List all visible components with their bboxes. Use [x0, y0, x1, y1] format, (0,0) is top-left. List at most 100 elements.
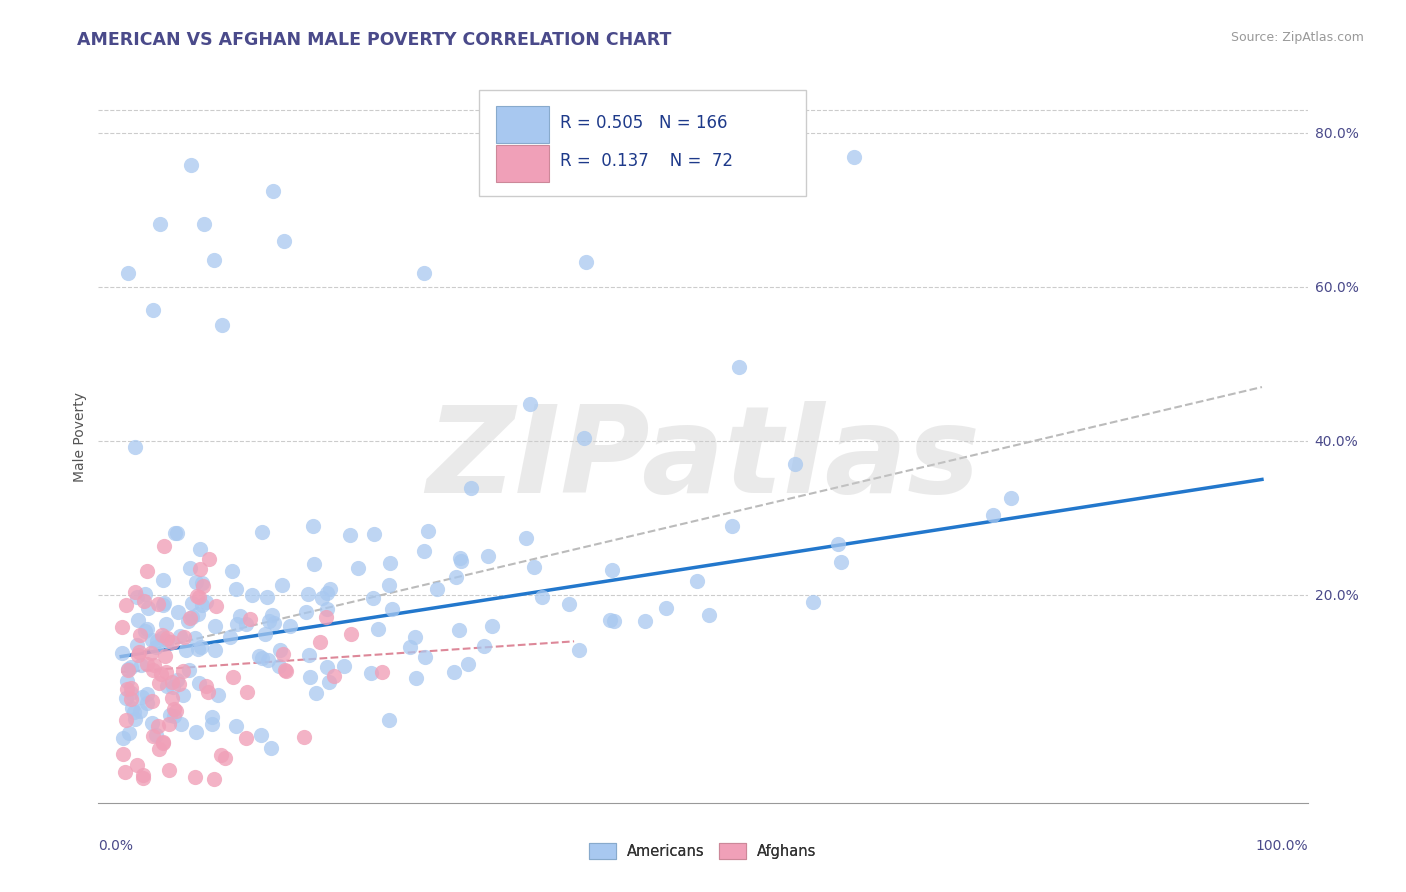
Point [125, 591, 148, 605]
Point [187, 641, 209, 656]
Point [634, 615, 657, 629]
Point [120, 686, 142, 700]
Point [121, 700, 143, 714]
Point [160, 691, 183, 706]
Point [153, 539, 176, 553]
Point [1000, 491, 1022, 505]
Point [190, 640, 212, 655]
Point [413, 650, 436, 665]
Point [152, 599, 174, 613]
Point [152, 628, 174, 642]
Point [405, 671, 427, 685]
Point [235, 616, 257, 631]
Point [152, 573, 174, 587]
Point [339, 627, 361, 641]
Point [260, 741, 283, 756]
Point [269, 643, 291, 657]
Point [333, 658, 356, 673]
Point [318, 675, 340, 690]
Point [318, 582, 340, 596]
Point [184, 724, 207, 739]
Point [323, 668, 346, 682]
Point [294, 605, 316, 619]
Point [426, 582, 449, 596]
Point [274, 664, 297, 678]
Point [111, 747, 134, 761]
Point [115, 681, 138, 696]
Point [523, 560, 546, 574]
Point [172, 665, 194, 679]
Point [572, 431, 595, 445]
Point [166, 673, 188, 687]
Point [315, 609, 337, 624]
Point [142, 663, 165, 677]
Point [155, 665, 177, 680]
Point [201, 717, 224, 731]
Point [235, 731, 257, 746]
Point [304, 686, 326, 700]
Point [166, 525, 188, 540]
Point [136, 687, 159, 701]
Point [131, 690, 153, 705]
Point [135, 657, 157, 672]
Point [191, 575, 214, 590]
Text: AMERICAN VS AFGHAN MALE POVERTY CORRELATION CHART: AMERICAN VS AFGHAN MALE POVERTY CORRELAT… [77, 31, 672, 49]
Point [981, 508, 1004, 522]
Point [315, 586, 337, 600]
Point [477, 549, 499, 563]
Point [267, 658, 290, 673]
Point [183, 770, 205, 784]
Point [184, 575, 207, 590]
Point [360, 666, 382, 681]
Point [214, 750, 236, 764]
Point [132, 771, 155, 785]
Point [177, 614, 200, 628]
Point [134, 587, 156, 601]
Point [361, 591, 384, 606]
Point [263, 615, 285, 630]
Point [201, 709, 224, 723]
Point [145, 728, 167, 742]
Point [156, 634, 179, 648]
Point [205, 599, 228, 613]
Point [165, 704, 187, 718]
Point [183, 631, 205, 645]
Point [229, 608, 252, 623]
Point [260, 607, 283, 622]
Point [280, 619, 302, 633]
Point [114, 765, 136, 780]
Point [180, 596, 202, 610]
Point [273, 234, 295, 248]
Point [801, 594, 824, 608]
Point [115, 713, 138, 727]
Point [124, 440, 146, 454]
Point [558, 597, 581, 611]
Point [204, 643, 226, 657]
Point [273, 647, 295, 661]
Point [157, 716, 180, 731]
Point [142, 303, 165, 318]
Point [141, 633, 163, 648]
Point [515, 531, 537, 545]
Point [363, 526, 385, 541]
FancyBboxPatch shape [479, 90, 806, 195]
Point [160, 675, 183, 690]
Point [111, 731, 134, 746]
Point [136, 601, 159, 615]
Point [160, 635, 183, 649]
Point [202, 252, 225, 267]
Point [155, 616, 177, 631]
Point [139, 646, 162, 660]
Point [125, 758, 148, 772]
Point [239, 612, 262, 626]
Point [270, 578, 292, 592]
Point [143, 657, 166, 672]
Point [136, 622, 159, 636]
Point [449, 551, 471, 566]
Point [256, 591, 278, 605]
Point [412, 266, 434, 280]
Point [159, 708, 181, 723]
Point [197, 685, 219, 699]
Point [115, 674, 138, 689]
Point [697, 608, 720, 623]
